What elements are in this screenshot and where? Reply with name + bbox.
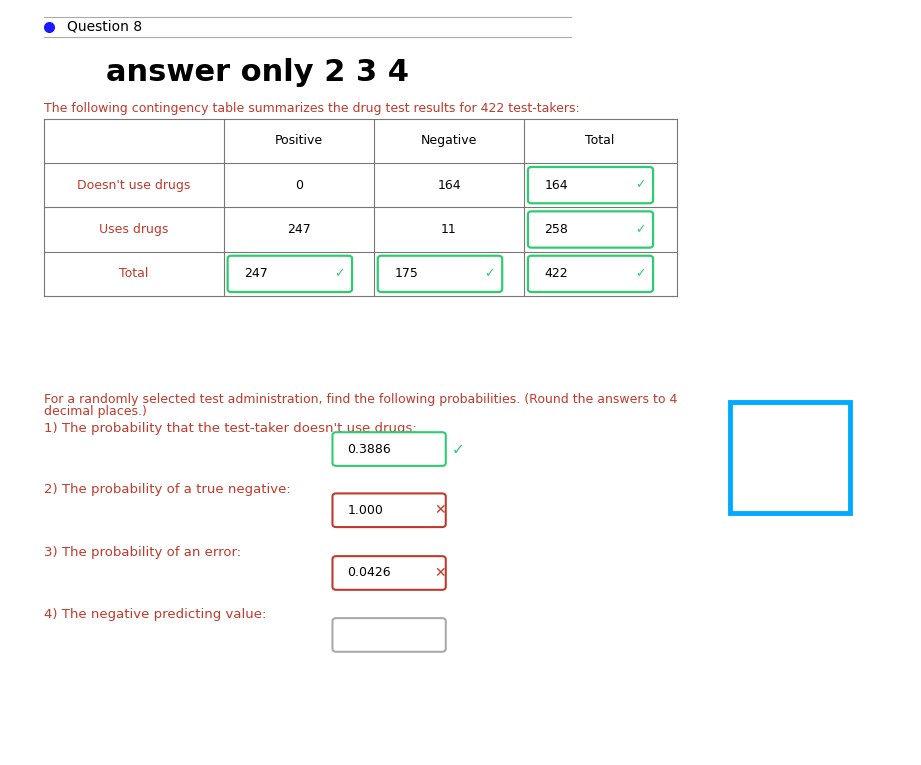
Text: 4) The negative predicting value:: 4) The negative predicting value: <box>44 608 266 620</box>
FancyBboxPatch shape <box>332 618 446 652</box>
Text: 0.3886: 0.3886 <box>347 443 391 455</box>
Text: 422: 422 <box>544 268 568 280</box>
Text: 164: 164 <box>544 179 568 191</box>
Text: ✕: ✕ <box>435 503 447 517</box>
Text: 11: 11 <box>441 223 457 236</box>
Text: 2) The probability of a true negative:: 2) The probability of a true negative: <box>44 483 291 496</box>
FancyBboxPatch shape <box>332 556 446 590</box>
Text: 258: 258 <box>544 223 568 236</box>
FancyBboxPatch shape <box>227 256 352 292</box>
Text: 175: 175 <box>394 268 418 280</box>
FancyBboxPatch shape <box>332 432 446 466</box>
Text: decimal places.): decimal places.) <box>44 405 147 418</box>
Text: Total: Total <box>120 268 148 280</box>
FancyBboxPatch shape <box>378 256 502 292</box>
Text: ✓: ✓ <box>451 441 464 457</box>
Text: The following contingency table summarizes the drug test results for 422 test-ta: The following contingency table summariz… <box>44 103 580 115</box>
Text: 247: 247 <box>287 223 310 236</box>
Text: Question 8: Question 8 <box>67 20 143 34</box>
Text: ✓: ✓ <box>635 268 646 280</box>
Text: Positive: Positive <box>274 135 323 147</box>
FancyBboxPatch shape <box>730 402 850 513</box>
Text: 1.000: 1.000 <box>347 504 383 516</box>
FancyBboxPatch shape <box>332 493 446 527</box>
Text: 3) The probability of an error:: 3) The probability of an error: <box>44 546 241 558</box>
Text: ✕: ✕ <box>435 566 447 580</box>
FancyBboxPatch shape <box>528 211 653 248</box>
Text: ✓: ✓ <box>635 179 646 191</box>
Text: answer only 2 3 4: answer only 2 3 4 <box>106 58 409 87</box>
Text: ✓: ✓ <box>334 268 344 280</box>
Text: 1) The probability that the test-taker doesn't use drugs:: 1) The probability that the test-taker d… <box>44 422 417 435</box>
Text: ✓: ✓ <box>484 268 495 280</box>
Text: 247: 247 <box>244 268 268 280</box>
FancyBboxPatch shape <box>528 167 653 203</box>
FancyBboxPatch shape <box>528 256 653 292</box>
Text: Negative: Negative <box>421 135 477 147</box>
Text: ✓: ✓ <box>635 223 646 236</box>
Text: 0: 0 <box>295 179 303 191</box>
Text: Total: Total <box>585 135 614 147</box>
Text: For a randomly selected test administration, find the following probabilities. (: For a randomly selected test administrat… <box>44 393 678 405</box>
Text: 164: 164 <box>437 179 460 191</box>
Text: Doesn't use drugs: Doesn't use drugs <box>77 179 191 191</box>
Text: Uses drugs: Uses drugs <box>99 223 169 236</box>
Text: 0.0426: 0.0426 <box>347 567 391 579</box>
